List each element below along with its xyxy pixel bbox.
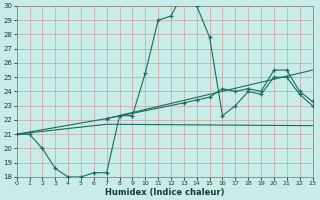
X-axis label: Humidex (Indice chaleur): Humidex (Indice chaleur)	[105, 188, 224, 197]
